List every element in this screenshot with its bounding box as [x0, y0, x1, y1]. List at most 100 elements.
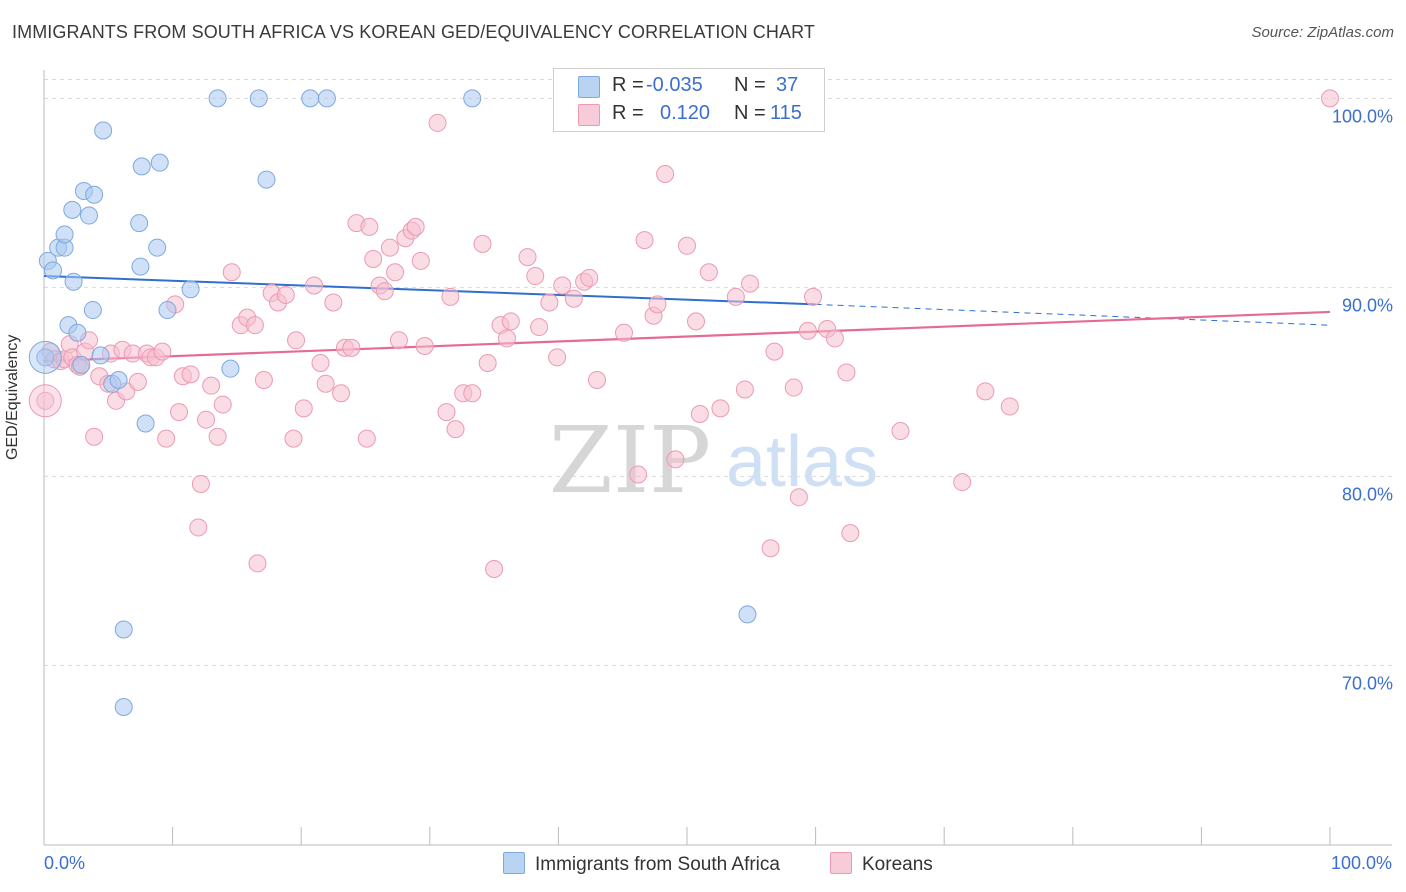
korean-point — [197, 410, 216, 429]
south-africa-point — [85, 185, 104, 204]
korean-point — [287, 331, 306, 350]
korean-point — [1321, 89, 1339, 108]
korean-point — [678, 236, 696, 255]
x-tick-label: 100.0% — [1331, 853, 1392, 873]
data-points — [28, 89, 1339, 717]
south-africa-point — [150, 153, 169, 172]
korean-point — [761, 539, 780, 558]
trend-lines — [43, 275, 1331, 363]
korean-point — [153, 342, 172, 361]
south-africa-point — [132, 157, 151, 176]
korean-point — [360, 217, 379, 236]
south-africa-point — [249, 89, 268, 108]
korean-point — [85, 427, 104, 446]
korean-point — [36, 391, 55, 410]
korean-point — [428, 113, 447, 132]
korean-point — [666, 450, 685, 469]
y-tick-label: 70.0% — [1342, 673, 1393, 693]
south-africa-point — [80, 206, 99, 225]
korean-point — [784, 378, 803, 397]
korean-point — [446, 420, 465, 439]
korean-point — [202, 376, 221, 395]
korean-point — [635, 231, 654, 250]
south-africa-cluster-point — [28, 340, 62, 374]
korean-point — [587, 371, 606, 389]
correlation-legend: R = -0.035 N = 37 R = 0.120 N = 115 — [553, 68, 825, 132]
legend-n-label: N = — [734, 102, 766, 124]
south-africa-trend-line — [43, 275, 816, 306]
south-africa-point — [131, 257, 150, 276]
korean-point — [294, 399, 313, 418]
y-tick-label: 80.0% — [1342, 484, 1393, 504]
korean-point — [726, 287, 745, 306]
bottom-legend-swatch-blue — [503, 852, 525, 874]
korean-point — [463, 384, 482, 403]
korean-point — [501, 312, 520, 331]
korean-point — [804, 287, 823, 306]
korean-point — [157, 429, 176, 448]
korean-point — [316, 374, 335, 393]
bottom-legend-koreans: Koreans — [830, 852, 933, 876]
south-africa-point — [72, 355, 91, 374]
korean-point — [380, 238, 399, 257]
south-africa-point — [221, 359, 240, 378]
korean-point — [473, 234, 492, 253]
korean-point — [311, 353, 330, 372]
legend-r-label: R = — [612, 102, 644, 124]
legend-r-label: R = — [612, 74, 644, 96]
south-africa-trend-extension — [815, 303, 1331, 326]
bottom-legend-swatch-pink — [830, 852, 852, 874]
bottom-legend-south-africa: Immigrants from South Africa — [503, 852, 780, 876]
south-africa-point — [36, 348, 55, 367]
korean-point — [497, 329, 516, 348]
korean-point — [170, 403, 189, 422]
korean-point — [837, 363, 856, 382]
y-tick-label: 90.0% — [1342, 295, 1393, 315]
south-africa-point — [136, 414, 155, 433]
korean-point — [478, 353, 497, 372]
korean-point — [540, 293, 559, 312]
grid-lines — [44, 78, 1392, 666]
legend-r-value: -0.035 — [646, 74, 703, 96]
korean-point — [437, 403, 456, 422]
south-africa-point — [63, 200, 82, 219]
south-africa-point — [257, 170, 276, 189]
legend-r-value: 0.120 — [660, 102, 711, 124]
korean-point — [284, 429, 303, 448]
axes — [43, 70, 1392, 846]
korean-point — [386, 263, 405, 282]
korean-point — [375, 282, 394, 301]
y-tick-label: 100.0% — [1332, 106, 1393, 126]
korean-point — [441, 287, 460, 306]
south-africa-point — [68, 323, 87, 342]
korean-point — [687, 312, 706, 331]
legend-swatch-blue — [578, 76, 600, 98]
korean-point — [406, 217, 425, 236]
south-africa-point — [44, 261, 63, 280]
korean-point — [690, 405, 709, 424]
korean-point — [485, 560, 504, 579]
korean-point — [189, 518, 208, 537]
chart-title: IMMIGRANTS FROM SOUTH AFRICA VS KOREAN G… — [12, 22, 815, 42]
korean-point — [564, 289, 583, 308]
korean-point — [254, 371, 273, 389]
south-africa-point — [64, 272, 83, 291]
korean-point — [614, 323, 633, 342]
korean-point — [305, 276, 324, 295]
south-africa-point — [317, 89, 336, 108]
korean-point — [518, 248, 537, 267]
korean-point — [953, 473, 972, 492]
south-africa-point — [181, 280, 200, 299]
bottom-legend-label: Immigrants from South Africa — [535, 854, 780, 875]
south-africa-point — [91, 346, 110, 365]
tick-labels: 70.0% 80.0% 90.0% 100.0% 0.0% 100.0% — [44, 106, 1393, 873]
legend-n-value: 115 — [770, 102, 802, 124]
south-africa-point — [208, 89, 227, 108]
south-africa-point — [301, 89, 320, 108]
korean-point — [342, 338, 361, 357]
korean-point — [765, 342, 784, 361]
korean-point — [222, 263, 241, 282]
south-africa-point — [158, 301, 177, 320]
korean-point — [364, 250, 383, 269]
